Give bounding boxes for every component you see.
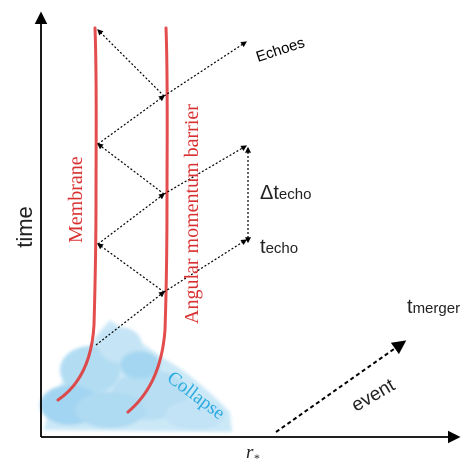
axes	[34, 11, 461, 444]
membrane-worldline	[56, 26, 98, 402]
delta-t-echo-label: Δtecho	[260, 182, 311, 204]
y-axis-label: time	[12, 206, 37, 248]
event-arrow	[275, 340, 407, 433]
membrane-label: Membrane	[65, 156, 87, 243]
x-axis-label-sub: *	[253, 451, 259, 462]
barrier-label: Angular momentum barrier	[181, 104, 203, 324]
echoes-label: Echoes	[254, 34, 307, 66]
t-echo-sub: echo	[266, 240, 299, 257]
x-axis-label-main: r	[246, 442, 254, 462]
collapse-region	[40, 320, 232, 432]
t-echo-label: techo	[260, 236, 298, 258]
delta-t-echo-prefix: Δt	[260, 182, 279, 204]
t-merger-label: tmerger	[407, 296, 460, 318]
x-axis-label: r*	[246, 442, 259, 462]
event-label: event	[348, 375, 399, 417]
t-merger-sub: merger	[413, 300, 461, 317]
delta-t-echo-sub: echo	[279, 186, 312, 203]
t-merger-prefix: t	[407, 296, 413, 318]
echo-rays	[95, 29, 248, 346]
t-echo-prefix: t	[260, 236, 266, 258]
barrier-worldline	[126, 26, 169, 414]
